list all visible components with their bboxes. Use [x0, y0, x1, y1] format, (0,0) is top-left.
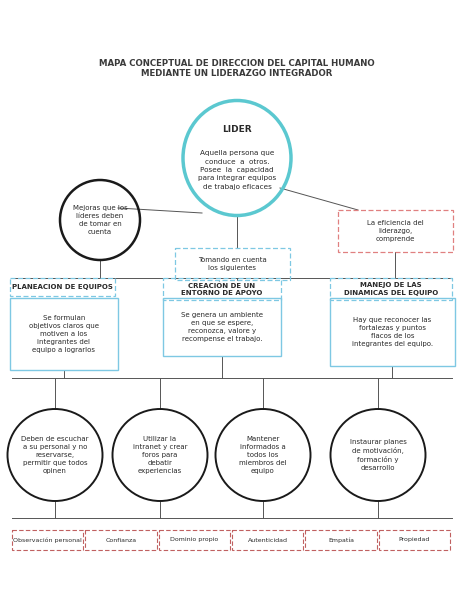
Text: Dominio propio: Dominio propio — [170, 538, 219, 543]
Text: Hay que reconocer las
fortalezas y puntos
flacos de los
integrantes del equipo.: Hay que reconocer las fortalezas y punto… — [352, 317, 433, 347]
Bar — [85, 530, 157, 550]
Bar — [10, 278, 115, 296]
Bar — [330, 298, 455, 366]
Bar — [330, 278, 452, 300]
Bar — [232, 530, 303, 550]
Text: Mejoras que los
líderes deben
de tomar en
cuenta: Mejoras que los líderes deben de tomar e… — [73, 205, 128, 235]
Text: Confianza: Confianza — [105, 538, 137, 543]
Text: Instaurar planes
de motivación,
formación y
desarrollo: Instaurar planes de motivación, formació… — [349, 438, 406, 471]
Text: CREACIÓN DE UN
ENTORNO DE APOYO: CREACIÓN DE UN ENTORNO DE APOYO — [182, 282, 263, 296]
Text: Observación personal: Observación personal — [13, 537, 82, 543]
Text: Utilizar la
intranet y crear
foros para
debatir
experiencias: Utilizar la intranet y crear foros para … — [133, 436, 187, 474]
Text: Se formulan
objetivos claros que
motiven a los
integrantes del
equipo a lograrlo: Se formulan objetivos claros que motiven… — [29, 315, 99, 353]
Text: Propiedad: Propiedad — [399, 538, 430, 543]
Bar — [305, 530, 377, 550]
Bar — [12, 530, 83, 550]
Text: MEDIANTE UN LIDERAZGO INTEGRADOR: MEDIANTE UN LIDERAZGO INTEGRADOR — [141, 69, 333, 78]
Text: Mantener
informados a
todos los
miembros del
equipo: Mantener informados a todos los miembros… — [239, 436, 287, 474]
Bar — [163, 298, 281, 356]
Text: La eficiencia del
liderazgo,
comprende: La eficiencia del liderazgo, comprende — [367, 220, 424, 242]
Bar — [159, 530, 230, 550]
Text: Deben de escuchar
a su personal y no
reservarse,
permitir que todos
opinen: Deben de escuchar a su personal y no res… — [21, 436, 89, 474]
Text: MAPA CONCEPTUAL DE DIRECCION DEL CAPITAL HUMANO: MAPA CONCEPTUAL DE DIRECCION DEL CAPITAL… — [99, 58, 375, 67]
Text: MANEJO DE LAS
DINAMICAS DEL EQUIPO: MANEJO DE LAS DINAMICAS DEL EQUIPO — [344, 282, 438, 295]
Bar — [338, 210, 453, 252]
Text: LIDER: LIDER — [222, 126, 252, 134]
Text: Se genera un ambiente
en que se espere,
reconozca, valore y
recompense el trabaj: Se genera un ambiente en que se espere, … — [181, 312, 263, 342]
Text: PLANEACION DE EQUIPOS: PLANEACION DE EQUIPOS — [12, 284, 113, 290]
Bar — [10, 298, 118, 370]
Bar — [379, 530, 450, 550]
Bar — [175, 248, 290, 280]
Text: Autenticidad: Autenticidad — [248, 538, 288, 543]
Text: Aquella persona que
conduce  a  otros.
Posee  la  capacidad
para integrar equipo: Aquella persona que conduce a otros. Pos… — [198, 151, 276, 189]
Text: Empatía: Empatía — [328, 537, 354, 543]
Bar — [163, 278, 281, 300]
Text: Tomando en cuenta
los siguientes: Tomando en cuenta los siguientes — [198, 257, 267, 271]
